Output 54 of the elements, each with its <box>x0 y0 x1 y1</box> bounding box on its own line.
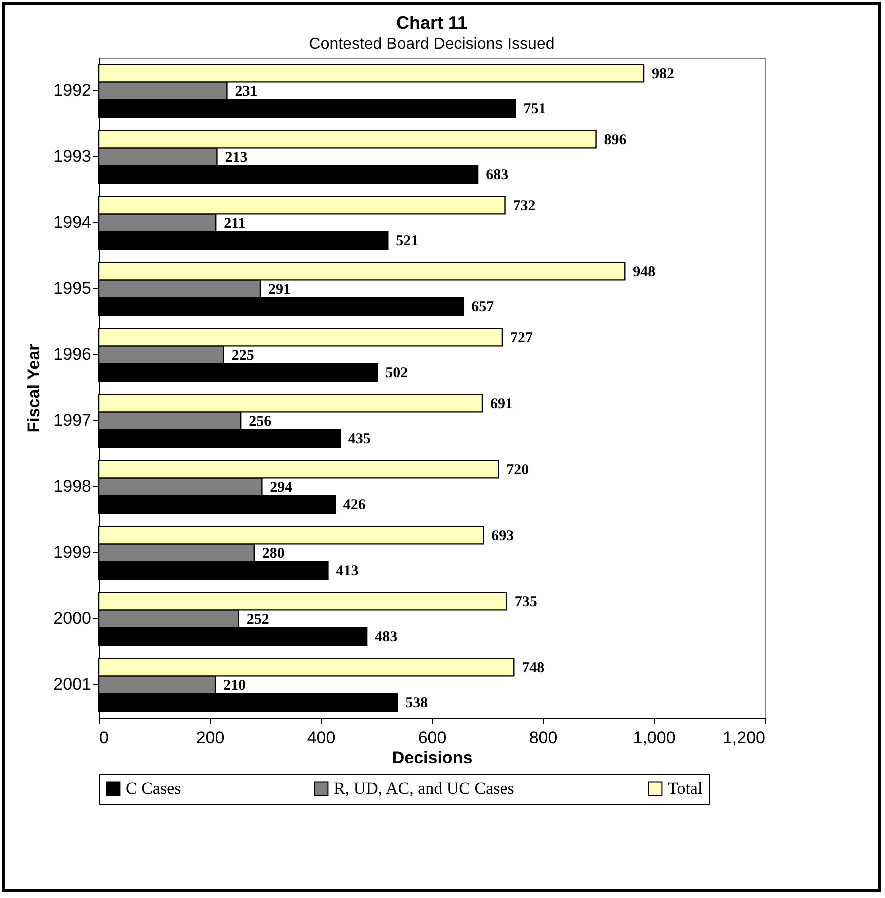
data-label: 982 <box>652 66 675 82</box>
data-label: 483 <box>375 630 398 646</box>
data-label: 291 <box>268 282 292 298</box>
legend-label: R, UD, AC, and UC Cases <box>334 778 514 798</box>
data-label: 538 <box>406 696 428 712</box>
data-label: 256 <box>249 414 272 430</box>
data-label: 502 <box>386 366 408 382</box>
y-tick-label: 1993 <box>54 147 92 166</box>
chart-title: Chart 11 <box>396 13 468 33</box>
data-label: 948 <box>633 264 656 280</box>
legend-label: C Cases <box>126 778 182 798</box>
data-label: 727 <box>510 330 534 346</box>
data-label: 691 <box>490 396 514 412</box>
x-tick-label: 600 <box>418 728 447 748</box>
y-tick-label: 1994 <box>54 213 92 232</box>
data-label: 732 <box>513 198 536 214</box>
data-label: 657 <box>472 300 495 316</box>
y-tick-label: 1992 <box>54 81 92 100</box>
x-tick-label: 1,200 <box>722 728 766 748</box>
legend-label: Total <box>668 778 703 798</box>
data-label: 252 <box>246 612 270 628</box>
data-label: 210 <box>224 678 246 694</box>
data-label: 683 <box>486 168 509 184</box>
data-label: 748 <box>522 660 545 676</box>
x-tick-label: 1,000 <box>633 728 676 748</box>
chart-subtitle: Contested Board Decisions Issued <box>309 36 555 53</box>
data-label: 735 <box>514 594 538 610</box>
y-tick-label: 1997 <box>54 411 92 430</box>
x-tick-label: 400 <box>307 728 336 748</box>
data-label: 413 <box>336 564 359 580</box>
data-label: 693 <box>492 528 514 544</box>
data-label: 294 <box>270 480 294 496</box>
x-tick-label: 200 <box>196 728 225 748</box>
y-tick-label: 1998 <box>54 477 92 496</box>
data-label: 720 <box>506 462 530 478</box>
x-tick-label: 0 <box>100 728 109 748</box>
data-label: 211 <box>224 216 246 232</box>
y-tick-label: 2000 <box>54 609 92 628</box>
data-label: 213 <box>225 150 248 166</box>
data-label: 521 <box>396 234 419 250</box>
y-axis-title: Fiscal Year <box>24 344 44 433</box>
data-label: 225 <box>232 348 254 364</box>
y-tick-label: 1999 <box>54 543 92 562</box>
data-label: 231 <box>235 84 258 100</box>
data-label: 896 <box>604 132 628 148</box>
y-tick-label: 1995 <box>54 279 92 298</box>
data-label: 751 <box>524 102 546 118</box>
x-tick-label: 800 <box>529 728 558 748</box>
data-label: 426 <box>343 498 366 514</box>
y-tick-label: 2001 <box>54 675 92 694</box>
y-tick-label: 1996 <box>54 345 92 364</box>
data-label: 280 <box>262 546 285 562</box>
x-axis-title: Decisions <box>392 748 473 768</box>
data-label: 435 <box>348 432 371 448</box>
